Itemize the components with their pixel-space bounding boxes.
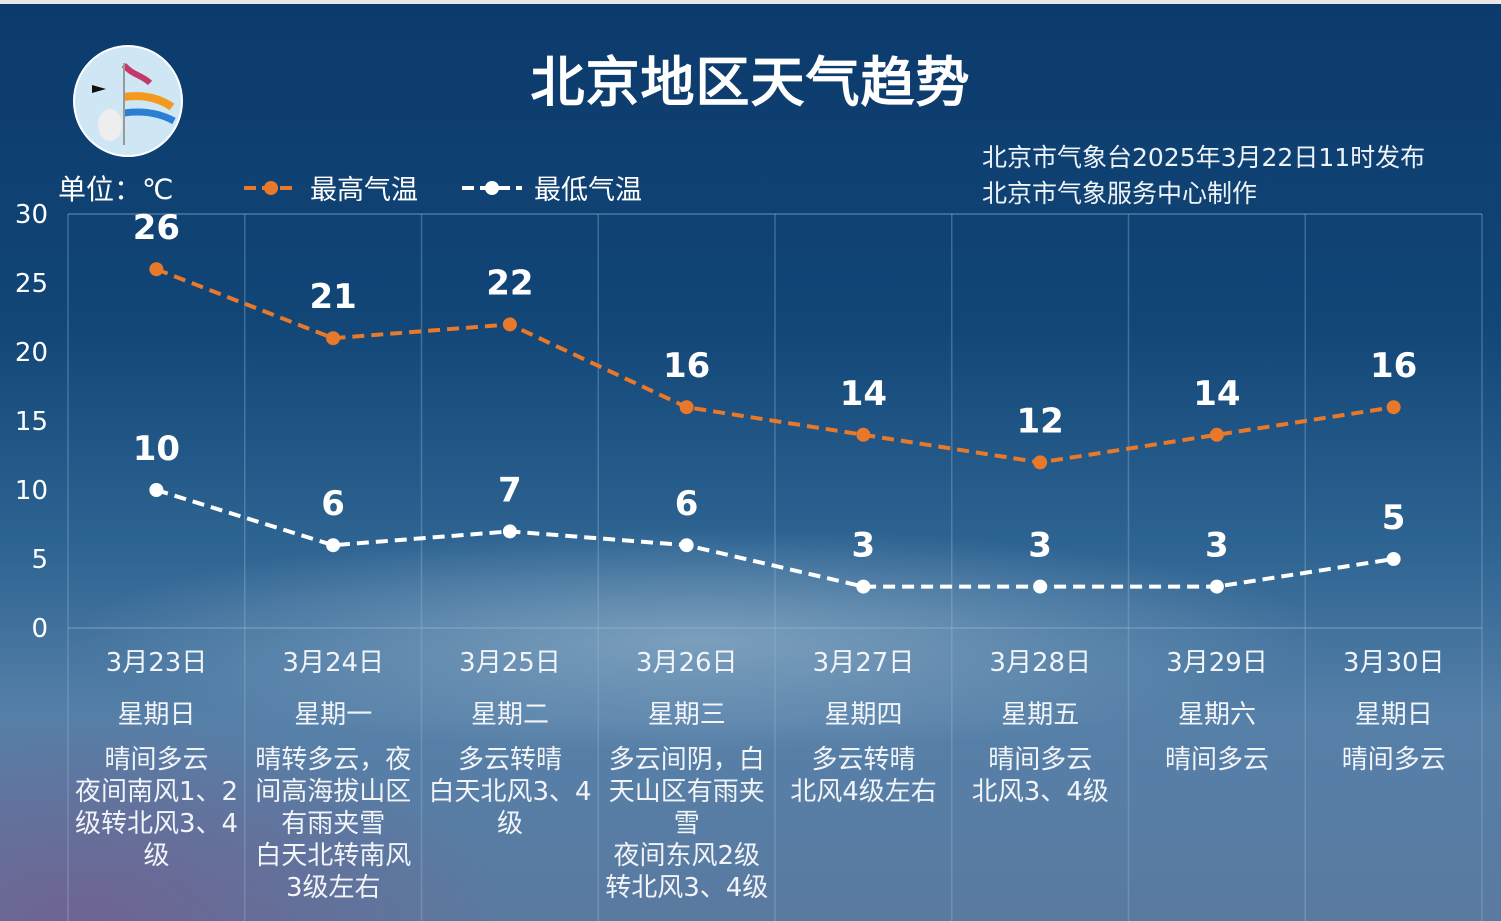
data-label-low: 10 xyxy=(133,429,180,469)
day-weather: 多云转晴 xyxy=(457,745,562,775)
data-label-high: 16 xyxy=(663,346,710,386)
legend-high-label: 最高气温 xyxy=(310,175,418,206)
day-wind: 北风4级左右 xyxy=(790,777,937,807)
data-label-high: 22 xyxy=(486,263,533,303)
data-label-low: 3 xyxy=(852,526,876,566)
unit-label: 单位：℃ xyxy=(58,173,174,206)
day-date: 3月24日 xyxy=(282,648,385,678)
data-label-low: 3 xyxy=(1205,526,1229,566)
data-label-low: 3 xyxy=(1028,526,1052,566)
issuer-line: 北京市气象台2025年3月22日11时发布 xyxy=(982,143,1426,172)
day-date: 3月26日 xyxy=(635,648,738,678)
data-point-low xyxy=(1386,552,1401,566)
day-weather: 晴间多云 xyxy=(104,745,209,775)
data-point-high xyxy=(856,427,871,442)
data-label-high: 14 xyxy=(840,374,887,414)
day-weather: 晴间多云 xyxy=(1164,745,1269,775)
data-point-high xyxy=(502,317,517,332)
data-point-high xyxy=(679,400,694,415)
data-label-high: 14 xyxy=(1193,374,1240,414)
legend-high: 最高气温 xyxy=(242,168,418,207)
day-weather: 晴间多云 xyxy=(988,745,1093,775)
data-label-high: 16 xyxy=(1370,346,1417,386)
series-line-high xyxy=(155,267,1394,465)
day-weather: 晴转多云，夜间高海拔山区有雨夹雪 xyxy=(255,745,412,839)
y-tick-label: 30 xyxy=(15,200,48,230)
legend-high-marker xyxy=(244,180,298,195)
data-label-high: 12 xyxy=(1016,401,1063,441)
day-weather: 晴间多云 xyxy=(1341,745,1446,775)
day-weekday: 星期三 xyxy=(647,700,726,730)
day-column: 3月29日 星期六 晴间多云 xyxy=(1129,640,1306,776)
day-column: 3月23日 星期日 晴间多云 夜间南风1、2级转北风3、4级 xyxy=(68,640,245,872)
day-column: 3月25日 星期二 多云转晴 白天北风3、4级 xyxy=(422,640,599,840)
data-point-low xyxy=(149,483,164,497)
day-column: 3月28日 星期五 晴间多云 北风3、4级 xyxy=(952,640,1129,808)
y-tick-label: 20 xyxy=(15,338,48,368)
day-column: 3月30日 星期日 晴间多云 xyxy=(1305,640,1482,776)
day-wind: 夜间东风2级转北风3、4级 xyxy=(605,841,769,903)
day-weekday: 星期二 xyxy=(470,700,549,730)
day-date: 3月29日 xyxy=(1166,648,1268,678)
data-point-low xyxy=(326,538,341,553)
day-weekday: 星期六 xyxy=(1177,700,1256,730)
data-point-low xyxy=(679,538,694,553)
legend-low: 最低气温 xyxy=(460,168,642,207)
day-date: 3月25日 xyxy=(459,648,561,678)
day-column: 3月26日 星期三 多云间阴，白天山区有雨夹雪 夜间东风2级转北风3、4级 xyxy=(598,640,775,904)
legend-low-label: 最低气温 xyxy=(534,175,642,206)
day-weather: 多云间阴，白天山区有雨夹雪 xyxy=(608,745,765,839)
day-date: 3月27日 xyxy=(812,648,915,678)
day-column: 3月24日 星期一 晴转多云，夜间高海拔山区有雨夹雪 白天北转南风3级左右 xyxy=(245,640,422,904)
day-weekday: 星期一 xyxy=(294,700,373,730)
data-point-low xyxy=(856,579,871,594)
data-point-low xyxy=(1033,579,1048,594)
y-tick-label: 0 xyxy=(31,614,48,644)
data-point-high xyxy=(1033,455,1048,470)
data-point-high xyxy=(326,331,341,346)
day-wind: 白天北转南风3级左右 xyxy=(255,841,412,903)
data-point-high xyxy=(1209,427,1224,442)
data-label-low: 7 xyxy=(498,470,522,510)
y-tick-label: 15 xyxy=(15,407,48,437)
y-tick-label: 25 xyxy=(15,269,48,299)
data-label-low: 5 xyxy=(1382,498,1406,538)
meteorological-service-logo xyxy=(73,45,183,157)
day-date: 3月30日 xyxy=(1342,648,1445,678)
day-column: 3月27日 星期四 多云转晴 北风4级左右 xyxy=(775,640,952,808)
y-tick-label: 5 xyxy=(31,545,48,575)
legend-low-marker xyxy=(462,180,522,195)
day-weekday: 星期日 xyxy=(117,700,196,730)
page-title: 北京地区天气趋势 xyxy=(530,51,971,114)
day-weather: 多云转晴 xyxy=(811,745,916,775)
y-tick-label: 10 xyxy=(15,476,48,506)
series-line-low xyxy=(155,488,1394,589)
day-date: 3月28日 xyxy=(989,648,1092,678)
day-weekday: 星期日 xyxy=(1354,700,1433,730)
day-weekday: 星期四 xyxy=(824,700,903,730)
data-label-high: 26 xyxy=(133,208,180,248)
top-bar xyxy=(0,0,1501,4)
day-weekday: 星期五 xyxy=(1001,700,1080,730)
data-label-low: 6 xyxy=(321,484,345,524)
day-wind: 白天北风3、4级 xyxy=(428,777,592,839)
data-label-high: 21 xyxy=(309,277,356,317)
day-date: 3月23日 xyxy=(105,648,208,678)
data-point-low xyxy=(1209,579,1224,594)
data-point-high xyxy=(1386,400,1401,415)
day-wind: 北风3、4级 xyxy=(971,777,1109,807)
producer-line: 北京市气象服务中心制作 xyxy=(982,179,1258,208)
data-point-low xyxy=(502,524,517,539)
data-label-low: 6 xyxy=(675,484,699,524)
day-wind: 夜间南风1、2级转北风3、4级 xyxy=(74,777,239,871)
data-point-high xyxy=(149,262,164,277)
